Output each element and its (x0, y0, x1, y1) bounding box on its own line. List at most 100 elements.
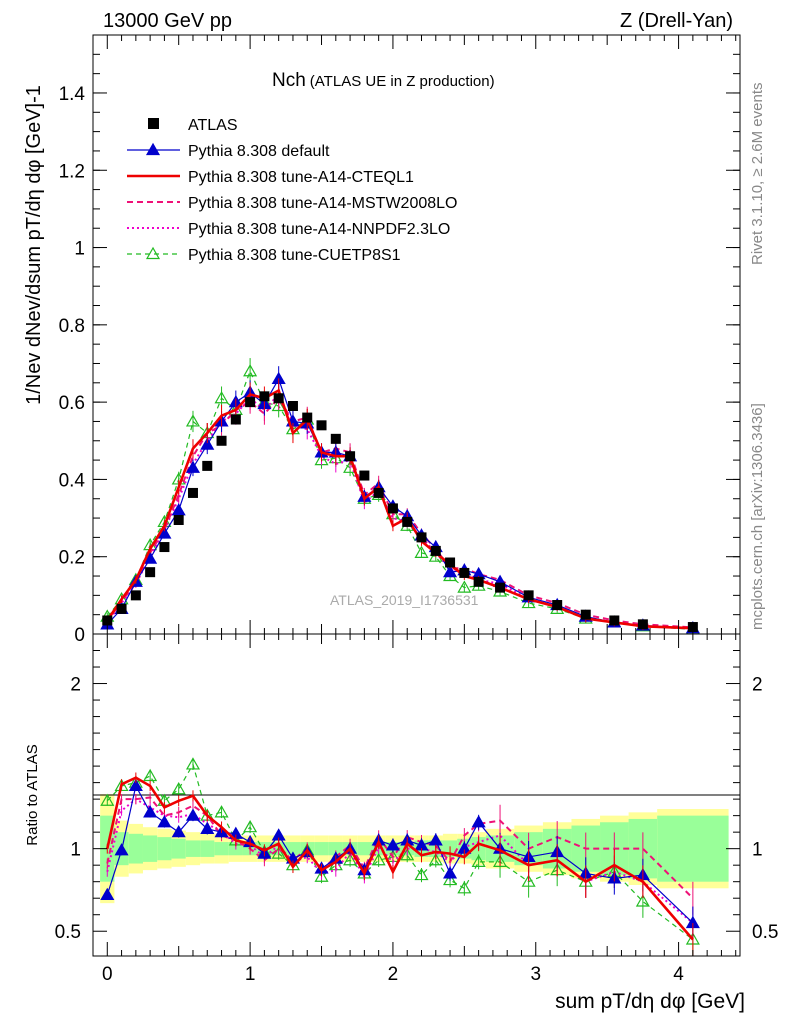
legend-marker-cuetp (145, 246, 161, 260)
ratio-ytick-label: 2 (70, 675, 81, 696)
legend-item-cuetp: Pythia 8.308 tune-CUETP8S1 (127, 246, 401, 264)
main-plot-panel: ATLAS_2019_I1736531 0 0.2 0.4 0.6 0.8 1 1.2 1.4… (59, 34, 741, 646)
ratio-ytick-label: 1 (70, 840, 81, 861)
main-ytick-label: 0.2 (59, 548, 85, 569)
ratio-point-cuetp (443, 872, 458, 886)
point-atlas (230, 414, 241, 425)
legend-label-default: Pythia 8.308 default (188, 143, 330, 160)
main-ytick-label: 1 (74, 239, 85, 260)
mcplots-label: mcplots.cern.ch [arXiv:1306.3436] (749, 403, 766, 630)
point-atlas (430, 545, 441, 556)
plot-title: Nch (ATLAS UE in Z production) (272, 70, 495, 91)
point-default (443, 564, 458, 578)
ratio-point-cuetp (428, 853, 443, 866)
legend-item-nnpdf: Pythia 8.308 tune-A14-NNPDF2.3LO (127, 221, 450, 238)
ratio-point-cuetp (171, 782, 186, 795)
point-atlas (609, 615, 620, 626)
point-atlas (359, 470, 370, 481)
main-ylabel: 1/Nev dNev/dsum pT/dη dφ [GeV]-1 (23, 85, 45, 405)
ratio-band-green (657, 815, 729, 882)
point-atlas (216, 435, 227, 446)
point-default (185, 460, 201, 473)
ratio-point-default (471, 815, 486, 828)
ratio-band-green (200, 840, 215, 857)
legend-label-cuetp: Pythia 8.308 tune-CUETP8S1 (188, 247, 401, 264)
ratio-band-green (357, 842, 372, 856)
ratio-plot-panel: 0.5 0.5 1 1 2 2 0 1 2 3 4 (55, 633, 778, 985)
ratio-line-cuetp (106, 762, 694, 940)
ratio-point-default (443, 866, 458, 879)
point-cuetp (214, 391, 229, 404)
point-atlas (116, 603, 127, 614)
point-atlas (523, 590, 534, 601)
legend-label-atlas: ATLAS (188, 117, 238, 134)
ratio-frame (92, 633, 741, 957)
ratio-point-cuetp (414, 867, 429, 881)
ratio-point-cuetp (343, 853, 358, 866)
plot-subtitle-text: (ATLAS UE in Z production) (310, 73, 495, 90)
point-atlas (387, 503, 398, 514)
main-ylabel-text: 1/Nev dNev/dsum pT/dη dφ [GeV]-1 (23, 85, 45, 405)
ratio-ylabel: Ratio to ATLAS (24, 744, 41, 845)
point-atlas (445, 557, 456, 568)
main-ytick-label: 0.4 (59, 470, 86, 491)
ratio-point-cuetp (471, 854, 486, 867)
ratio-band-green (157, 837, 172, 861)
rivet-label: Rivet 3.1.10, ≥ 2.6M events (749, 83, 766, 266)
ratio-point-cuetp (114, 778, 129, 792)
ratio-xtick-label: 4 (673, 964, 684, 985)
main-ytick-label: 0 (74, 625, 85, 646)
ratio-point-cuetp (457, 881, 472, 894)
ratio-line-cteql1 (106, 776, 694, 941)
ratio-point-default (143, 805, 158, 818)
ratio-point-default (157, 815, 172, 828)
point-atlas (202, 460, 213, 471)
point-cuetp (414, 545, 429, 558)
ratio-band-green (171, 838, 186, 859)
legend-label-mstw: Pythia 8.308 tune-A14-MSTW2008LO (188, 195, 457, 212)
ratio-band-green (214, 842, 229, 856)
point-atlas (273, 393, 284, 404)
ratio-point-cuetp (271, 846, 286, 859)
ratio-point-cuetp (400, 848, 415, 861)
legend-marker-atlas (148, 118, 159, 129)
legend-item-default: Pythia 8.308 default (127, 142, 330, 160)
legend-marker-default (145, 142, 161, 156)
main-ytick-label: 0.6 (59, 393, 85, 414)
ratio-point-default (171, 824, 186, 838)
point-atlas (473, 576, 484, 587)
series-line-cteql1 (106, 388, 693, 630)
ratio-point-cuetp (635, 894, 650, 907)
ratio-band-green (185, 840, 201, 857)
series-line-nnpdf (106, 392, 693, 630)
ratio-xtick-label: 2 (388, 964, 399, 985)
point-atlas (316, 420, 327, 431)
point-cuetp (457, 580, 472, 593)
ratio-point-cuetp (243, 819, 258, 833)
point-atlas (145, 567, 156, 578)
series-line-mstw (106, 396, 693, 629)
ratio-line-mstw (106, 796, 694, 899)
ratio-point-cuetp (143, 768, 158, 782)
x-axis-label: sum pT/dη dφ [GeV] (555, 990, 745, 1013)
ratio-point-default (100, 887, 115, 901)
ratio-point-cuetp (100, 793, 115, 806)
point-default (171, 503, 186, 516)
point-atlas (373, 487, 384, 498)
point-cuetp (243, 364, 258, 377)
main-ytick-label: 0.8 (59, 316, 85, 337)
ratio-band-green (142, 835, 158, 862)
ratio-point-default (185, 808, 201, 821)
ratio-ytick-label-right: 2 (752, 675, 763, 696)
point-atlas (402, 516, 413, 527)
series-line-cuetp (106, 369, 693, 630)
header-right: Z (Drell-Yan) (620, 10, 733, 32)
ratio-point-default (200, 821, 215, 834)
ratio-point-cuetp (521, 874, 536, 887)
ratio-band-green (328, 842, 343, 856)
point-atlas (187, 487, 198, 498)
ratio-band-green (314, 842, 329, 856)
legend-item-cteql1: Pythia 8.308 tune-A14-CTEQL1 (127, 169, 414, 186)
point-atlas (130, 590, 141, 601)
